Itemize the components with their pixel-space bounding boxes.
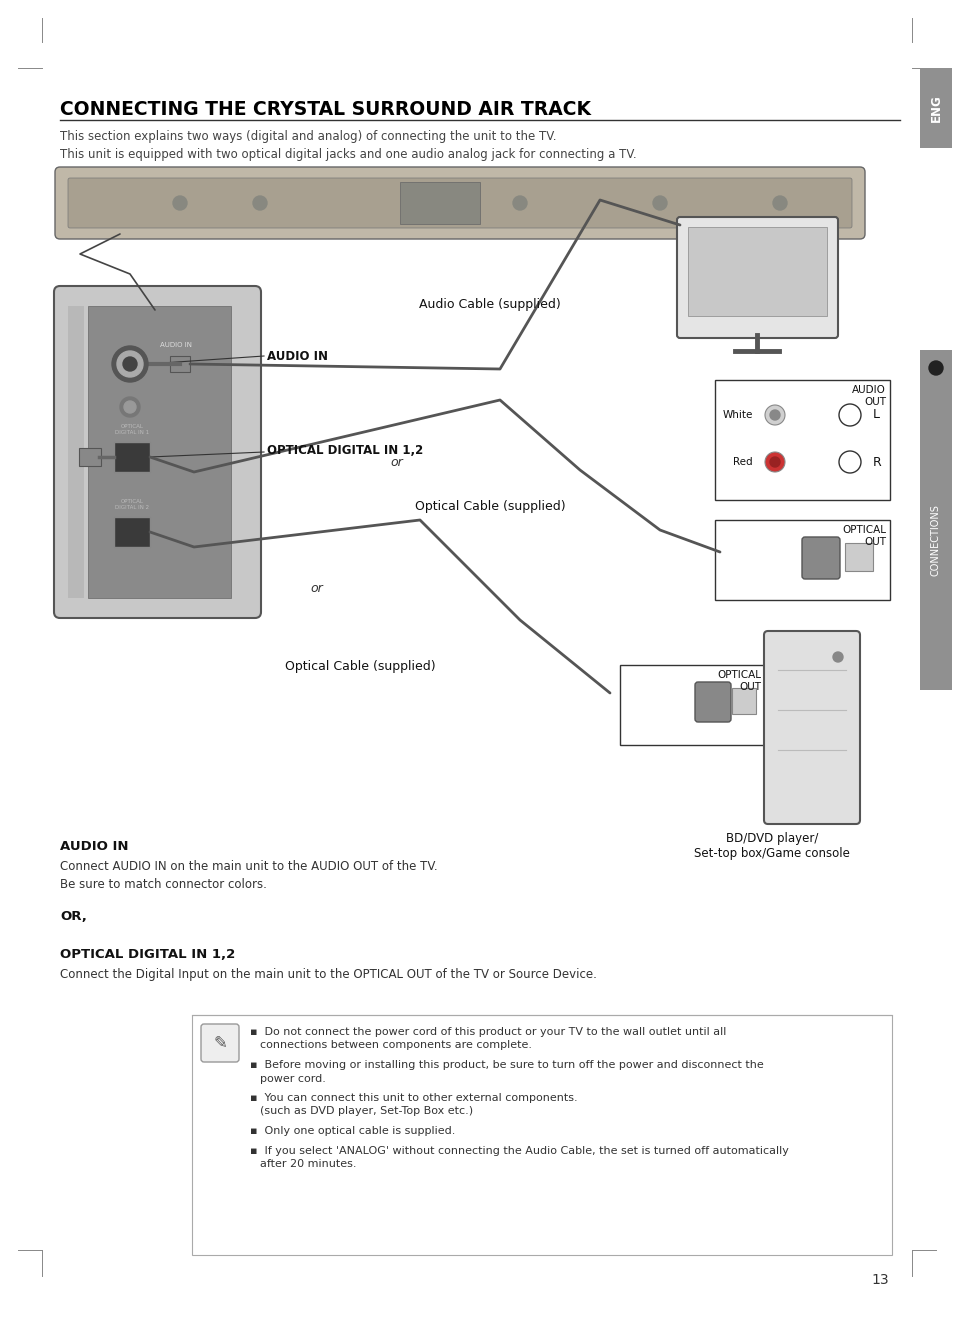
Text: White: White xyxy=(721,410,752,420)
Text: ▪  If you select 'ANALOG' without connecting the Audio Cable, the set is turned : ▪ If you select 'ANALOG' without connect… xyxy=(250,1145,788,1156)
Circle shape xyxy=(513,196,526,210)
Text: or: or xyxy=(310,581,322,594)
Bar xyxy=(731,688,755,714)
Text: AUDIO IN: AUDIO IN xyxy=(160,341,192,348)
FancyBboxPatch shape xyxy=(677,217,837,337)
Text: Audio Cable (supplied): Audio Cable (supplied) xyxy=(418,298,560,311)
Text: OPTICAL DIGITAL IN 1,2: OPTICAL DIGITAL IN 1,2 xyxy=(267,444,423,457)
Circle shape xyxy=(112,347,148,382)
Bar xyxy=(113,442,150,472)
Circle shape xyxy=(772,196,786,210)
Text: (such as DVD player, Set-Top Box etc.): (such as DVD player, Set-Top Box etc.) xyxy=(260,1107,473,1116)
FancyBboxPatch shape xyxy=(55,167,864,239)
Text: This unit is equipped with two optical digital jacks and one audio analog jack f: This unit is equipped with two optical d… xyxy=(60,148,636,161)
Circle shape xyxy=(764,452,784,472)
Text: power cord.: power cord. xyxy=(260,1073,326,1083)
Text: L: L xyxy=(872,409,879,422)
Bar xyxy=(68,306,84,598)
Bar xyxy=(687,227,826,316)
Text: 13: 13 xyxy=(870,1273,888,1286)
FancyBboxPatch shape xyxy=(695,681,730,722)
Text: ✎: ✎ xyxy=(213,1035,227,1052)
Bar xyxy=(919,69,951,148)
Circle shape xyxy=(123,357,137,370)
Bar xyxy=(714,380,889,500)
Text: BD/DVD player/
Set-top box/Game console: BD/DVD player/ Set-top box/Game console xyxy=(694,832,849,861)
Bar xyxy=(714,521,889,600)
Text: after 20 minutes.: after 20 minutes. xyxy=(260,1159,356,1169)
Bar xyxy=(79,448,101,467)
Bar xyxy=(919,351,951,691)
Text: or: or xyxy=(390,456,402,468)
FancyBboxPatch shape xyxy=(801,536,840,579)
Text: OPTICAL DIGITAL IN 1,2: OPTICAL DIGITAL IN 1,2 xyxy=(60,948,235,961)
Circle shape xyxy=(838,405,861,426)
Text: Connect the Digital Input on the main unit to the OPTICAL OUT of the TV or Sourc: Connect the Digital Input on the main un… xyxy=(60,967,597,981)
Circle shape xyxy=(120,397,140,416)
Bar xyxy=(399,182,479,224)
Text: OPTICAL: OPTICAL xyxy=(120,500,143,503)
Circle shape xyxy=(838,451,861,473)
Text: ▪  Only one optical cable is supplied.: ▪ Only one optical cable is supplied. xyxy=(250,1126,455,1136)
Bar xyxy=(192,1015,891,1255)
Circle shape xyxy=(764,405,784,424)
Text: DIGITAL IN 2: DIGITAL IN 2 xyxy=(114,505,149,510)
Bar xyxy=(88,306,231,598)
Text: Connect AUDIO IN on the main unit to the AUDIO OUT of the TV.: Connect AUDIO IN on the main unit to the… xyxy=(60,861,437,873)
Text: This section explains two ways (digital and analog) of connecting the unit to th: This section explains two ways (digital … xyxy=(60,130,556,142)
Text: Be sure to match connector colors.: Be sure to match connector colors. xyxy=(60,878,267,891)
Circle shape xyxy=(117,351,143,377)
Circle shape xyxy=(769,410,780,420)
Bar xyxy=(619,666,764,745)
FancyBboxPatch shape xyxy=(763,631,859,824)
Circle shape xyxy=(124,401,136,413)
Circle shape xyxy=(832,652,842,662)
Circle shape xyxy=(253,196,267,210)
Text: CONNECTIONS: CONNECTIONS xyxy=(930,503,940,576)
FancyBboxPatch shape xyxy=(54,286,261,618)
Text: ▪  You can connect this unit to other external components.: ▪ You can connect this unit to other ext… xyxy=(250,1093,577,1103)
Text: R: R xyxy=(872,456,881,468)
FancyBboxPatch shape xyxy=(68,178,851,228)
Text: ENG: ENG xyxy=(928,94,942,121)
Circle shape xyxy=(769,457,780,467)
Text: Optical Cable (supplied): Optical Cable (supplied) xyxy=(284,660,435,673)
Bar xyxy=(113,517,150,547)
Bar xyxy=(844,543,872,571)
Text: AUDIO IN: AUDIO IN xyxy=(60,840,129,853)
Circle shape xyxy=(172,196,187,210)
Text: OR,: OR, xyxy=(60,909,87,923)
Text: OPTICAL
OUT: OPTICAL OUT xyxy=(717,670,760,692)
Circle shape xyxy=(928,361,942,376)
Text: DIGITAL IN 1: DIGITAL IN 1 xyxy=(114,430,149,435)
Text: AUDIO IN: AUDIO IN xyxy=(267,351,328,362)
Text: AUDIO
OUT: AUDIO OUT xyxy=(851,385,885,406)
Text: OPTICAL
OUT: OPTICAL OUT xyxy=(841,525,885,547)
FancyBboxPatch shape xyxy=(201,1024,239,1062)
Circle shape xyxy=(652,196,666,210)
Text: ▪  Before moving or installing this product, be sure to turn off the power and d: ▪ Before moving or installing this produ… xyxy=(250,1060,763,1070)
Bar xyxy=(170,356,190,372)
Text: Red: Red xyxy=(733,457,752,467)
Text: ▪  Do not connect the power cord of this product or your TV to the wall outlet u: ▪ Do not connect the power cord of this … xyxy=(250,1027,725,1037)
Text: Optical Cable (supplied): Optical Cable (supplied) xyxy=(415,500,565,513)
Text: CONNECTING THE CRYSTAL SURROUND AIR TRACK: CONNECTING THE CRYSTAL SURROUND AIR TRAC… xyxy=(60,100,590,119)
Text: OPTICAL: OPTICAL xyxy=(120,424,143,428)
Text: connections between components are complete.: connections between components are compl… xyxy=(260,1040,532,1050)
